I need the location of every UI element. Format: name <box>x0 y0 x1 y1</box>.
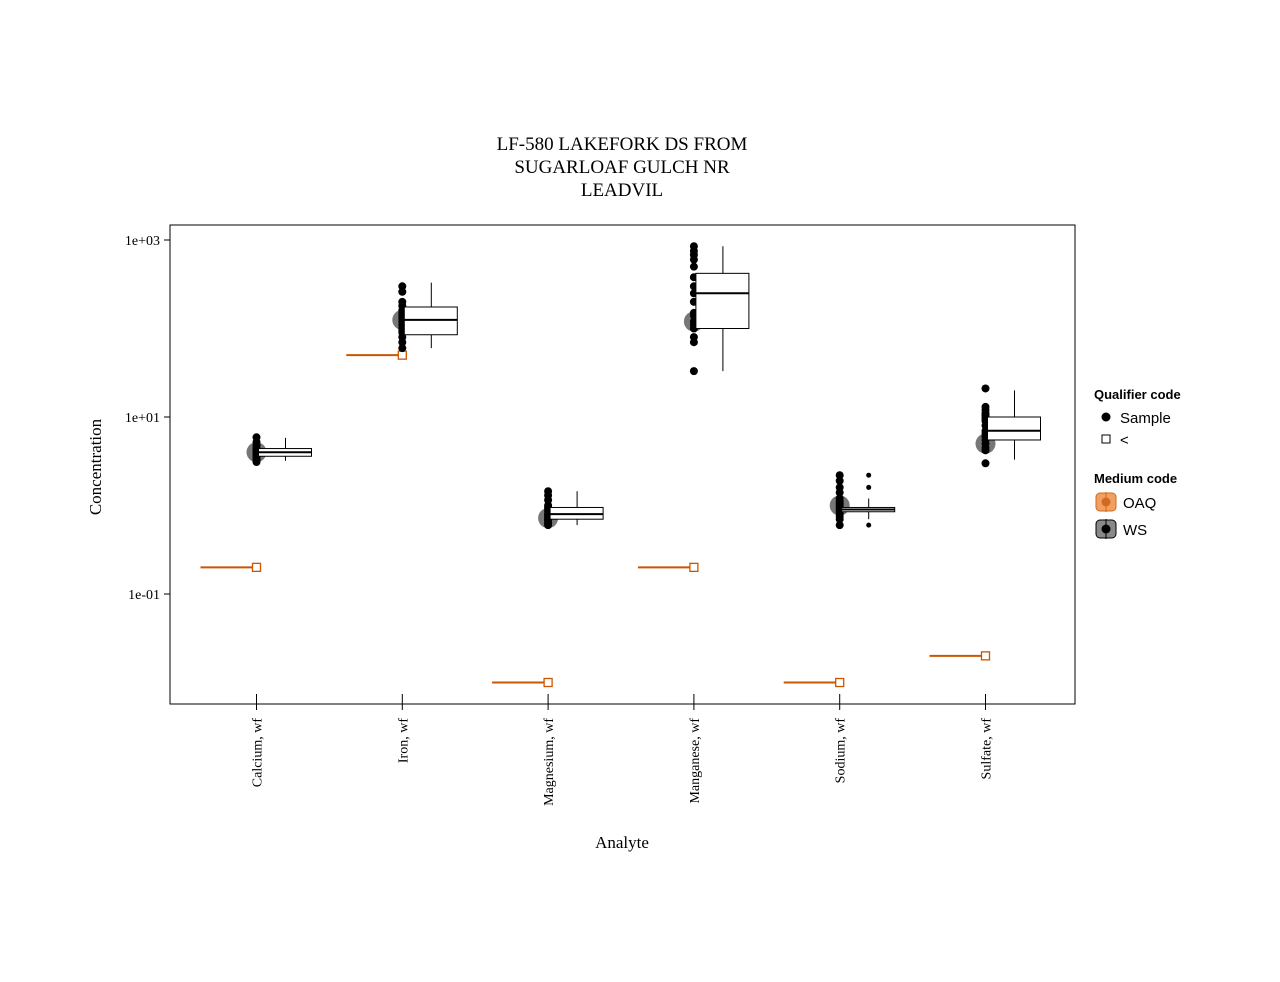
box-outlier <box>866 522 872 528</box>
ws-sample-point <box>398 344 407 353</box>
oaq-censored-point <box>689 562 699 573</box>
ws-sample-point <box>252 458 261 467</box>
plot-frame <box>169 224 1076 705</box>
ws-sample-point <box>835 471 844 480</box>
legend-medium-point <box>1101 524 1111 534</box>
x-tick-label: Calcium, wf <box>251 718 266 788</box>
analyte-group <box>929 384 1041 661</box>
y-tick-label: 1e+03 <box>125 234 160 249</box>
ws-sample-point <box>689 262 698 271</box>
box-iqr <box>695 272 750 329</box>
ws-sample-point <box>689 367 698 376</box>
ws-sample-point <box>835 488 844 497</box>
ws-sample-point <box>835 515 844 524</box>
legend-medium-title: Medium code <box>1094 471 1177 486</box>
ws-sample-point <box>689 255 698 264</box>
x-axis-label: Analyte <box>595 833 649 852</box>
box-outlier <box>866 472 872 478</box>
y-axis: 1e+03 1e+01 1e-01 <box>125 234 170 603</box>
x-tick-label: Sodium, wf <box>834 718 849 784</box>
ws-sample-point <box>398 282 407 291</box>
analyte-group <box>783 471 896 688</box>
oaq-censored-point <box>543 677 553 688</box>
legend-medium-label: WS <box>1123 522 1147 539</box>
legend-sample-symbol <box>1101 412 1111 422</box>
x-tick-label: Iron, wf <box>396 718 411 763</box>
legend-censored-symbol <box>1101 434 1111 444</box>
ws-sample-point <box>981 384 990 393</box>
ws-sample-point <box>981 446 990 455</box>
chart-title-line: LEADVIL <box>581 180 663 201</box>
analyte-group <box>346 282 458 360</box>
x-tick-label: Sulfate, wf <box>980 718 995 780</box>
y-tick-label: 1e+01 <box>125 411 160 426</box>
ws-sample-point <box>981 459 990 468</box>
y-tick-label: 1e-01 <box>128 588 160 603</box>
plot-marks <box>200 242 1041 688</box>
ws-sample-point <box>835 476 844 485</box>
box-iqr <box>987 416 1041 441</box>
legend-medium-label: OAQ <box>1123 495 1156 512</box>
chart-title-line: SUGARLOAF GULCH NR <box>514 157 730 178</box>
legend-medium-point <box>1101 497 1111 507</box>
legend-qualifier-title: Qualifier code <box>1094 387 1181 402</box>
legend-qualifier-label: < <box>1120 432 1129 449</box>
analyte-group <box>637 242 750 573</box>
chart-title-line: LF-580 LAKEFORK DS FROM <box>497 134 748 155</box>
ws-sample-point <box>398 338 407 347</box>
x-tick-label: Manganese, wf <box>688 718 703 804</box>
oaq-censored-point <box>251 562 262 573</box>
box-outlier <box>866 484 872 490</box>
x-tick-label: Magnesium, wf <box>542 718 557 806</box>
ws-sample-point <box>398 287 407 296</box>
oaq-censored-point <box>397 350 407 360</box>
ws-sample-point <box>835 521 844 530</box>
legend: Qualifier code Sample < Medium code OAQ WS <box>1094 387 1181 539</box>
ws-sample-point <box>689 338 698 347</box>
y-axis-label: Concentration <box>86 418 105 515</box>
analyte-group <box>200 433 312 573</box>
oaq-censored-point <box>980 651 991 661</box>
ws-sample-point <box>544 521 553 530</box>
legend-qualifier-label: Sample <box>1120 410 1171 427</box>
x-axis: Calcium, wf Iron, wf Magnesium, wf Manganes… <box>251 694 995 806</box>
oaq-censored-point <box>835 677 845 688</box>
analyte-group <box>492 487 604 688</box>
